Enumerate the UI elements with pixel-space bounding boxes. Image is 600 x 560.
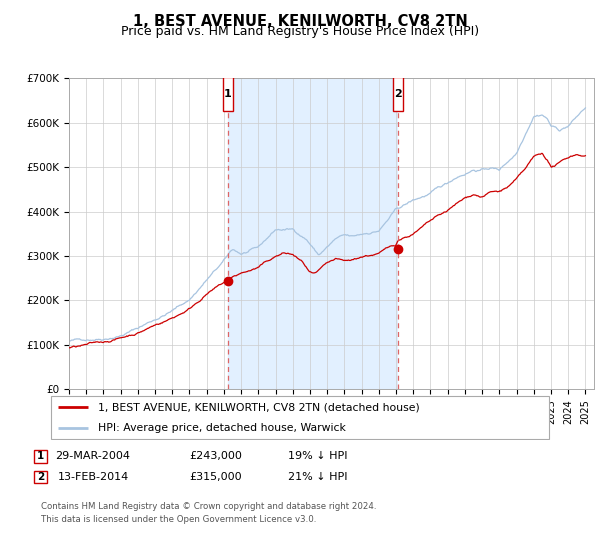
Text: 13-FEB-2014: 13-FEB-2014: [58, 472, 128, 482]
FancyBboxPatch shape: [50, 396, 550, 438]
Text: 1: 1: [37, 451, 44, 461]
Text: £243,000: £243,000: [190, 451, 242, 461]
Text: £315,000: £315,000: [190, 472, 242, 482]
Text: 21% ↓ HPI: 21% ↓ HPI: [288, 472, 348, 482]
Text: 19% ↓ HPI: 19% ↓ HPI: [288, 451, 348, 461]
Text: Contains HM Land Registry data © Crown copyright and database right 2024.: Contains HM Land Registry data © Crown c…: [41, 502, 376, 511]
FancyBboxPatch shape: [393, 77, 403, 111]
Text: HPI: Average price, detached house, Warwick: HPI: Average price, detached house, Warw…: [98, 423, 346, 433]
Text: 1, BEST AVENUE, KENILWORTH, CV8 2TN (detached house): 1, BEST AVENUE, KENILWORTH, CV8 2TN (det…: [98, 402, 420, 412]
Text: 29-MAR-2004: 29-MAR-2004: [56, 451, 131, 461]
Text: This data is licensed under the Open Government Licence v3.0.: This data is licensed under the Open Gov…: [41, 515, 316, 524]
Text: Price paid vs. HM Land Registry's House Price Index (HPI): Price paid vs. HM Land Registry's House …: [121, 25, 479, 38]
FancyBboxPatch shape: [223, 77, 233, 111]
Text: 1: 1: [224, 89, 232, 99]
Text: 2: 2: [394, 89, 402, 99]
Text: 2: 2: [37, 472, 44, 482]
Text: 1, BEST AVENUE, KENILWORTH, CV8 2TN: 1, BEST AVENUE, KENILWORTH, CV8 2TN: [133, 14, 467, 29]
